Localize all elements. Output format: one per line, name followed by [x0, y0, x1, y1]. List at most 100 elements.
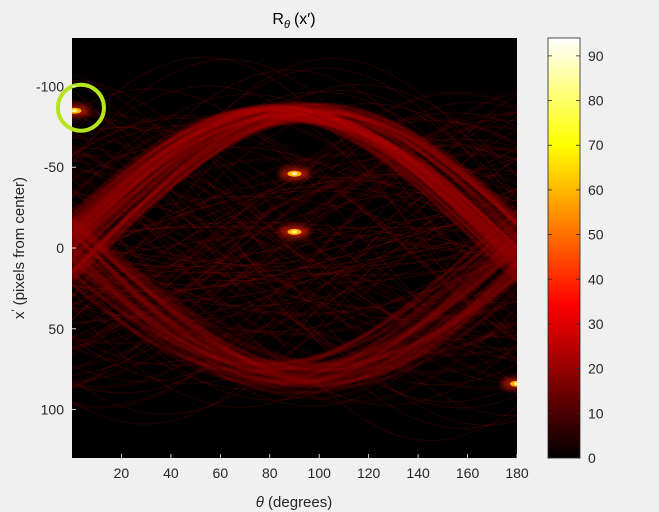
chart-title: Rθ (x′) — [272, 11, 315, 31]
y-axis-label-symbol: x — [11, 311, 28, 319]
sinogram-curve — [72, 235, 517, 267]
sinogram-curve — [72, 85, 517, 341]
colorbar-tick-label: 60 — [588, 182, 604, 198]
sinogram-curve — [72, 228, 517, 399]
y-tick-label: -100 — [36, 78, 64, 94]
sinogram-curve — [72, 187, 517, 403]
x-tick-label: 160 — [456, 465, 480, 481]
sinogram-curve — [72, 131, 517, 386]
sinogram-curve — [72, 113, 517, 383]
sinogram-curve — [72, 127, 517, 363]
sinogram-curve — [72, 149, 517, 356]
colorbar-ticks: 0 10 20 30 40 50 60 70 80 90 — [548, 48, 604, 466]
sinogram-curve — [72, 180, 517, 279]
sinogram-curve — [72, 194, 517, 321]
sinogram-curve — [72, 157, 517, 344]
sinogram-curve — [72, 210, 517, 301]
colorbar-tick-label: 40 — [588, 271, 604, 287]
sinogram-curve — [72, 158, 517, 259]
colorbar-tick-label: 0 — [588, 450, 596, 466]
sinogram-curve — [72, 193, 517, 304]
sinogram-curve — [72, 79, 517, 417]
sinogram-curve — [72, 173, 517, 323]
x-tick-label: 60 — [213, 465, 229, 481]
sinogram-curve — [72, 222, 517, 379]
sinogram-curve — [72, 186, 517, 261]
peak-center — [72, 109, 78, 113]
sinogram-curve — [72, 57, 517, 299]
y-tick-label: 50 — [48, 321, 64, 337]
sinogram-curve — [72, 226, 517, 286]
sinogram-curve — [72, 146, 517, 288]
sinogram-curve — [72, 125, 517, 335]
sinogram-curve — [72, 193, 517, 322]
colorbar — [547, 37, 581, 459]
sinogram-curve — [72, 234, 517, 281]
x-axis-label: θ (degrees) — [256, 494, 333, 511]
sinogram-curve — [72, 148, 517, 365]
y-tick-label: -50 — [44, 159, 64, 175]
sinogram-curve — [72, 166, 517, 314]
x-axis-label-text: (degrees) — [264, 494, 332, 511]
sinogram-curve — [72, 56, 517, 363]
sinogram-curve — [72, 112, 517, 384]
sinogram-curve — [72, 101, 517, 388]
x-tick-label: 80 — [262, 465, 278, 481]
sinogram-curve — [72, 191, 517, 296]
sinogram-curve — [72, 214, 517, 309]
peak-center — [291, 172, 298, 176]
sinogram-curve — [72, 112, 517, 250]
sinogram-curve — [72, 108, 517, 256]
x-axis-ticks: 20 40 60 80 100 120 140 160 180 — [114, 454, 529, 481]
sinogram-curve — [72, 203, 517, 390]
colorbar-tick-label: 80 — [588, 93, 604, 109]
sinogram-curves — [72, 56, 517, 442]
sinogram-curve — [72, 126, 517, 359]
sinogram-curve — [72, 234, 517, 274]
sinogram-curve — [72, 150, 517, 406]
sinogram-curve — [72, 91, 517, 275]
sinogram-curve — [72, 211, 517, 373]
sinogram-curve — [72, 228, 517, 307]
sinogram-curve — [72, 236, 517, 381]
sinogram-curve — [72, 247, 517, 335]
y-axis-label-text: (pixels from center) — [11, 177, 28, 310]
peak-center — [514, 382, 517, 386]
sinogram-curve — [72, 120, 517, 258]
sinogram-curve — [72, 240, 517, 284]
sinogram-curve — [72, 106, 517, 277]
sinogram-curve — [72, 111, 517, 403]
sinogram-curve — [72, 243, 517, 276]
sinogram-curve — [72, 228, 517, 407]
sinogram-curve — [72, 111, 517, 394]
sinogram-curve — [72, 221, 517, 256]
sinogram-curve — [72, 69, 517, 254]
sinogram-curve — [72, 91, 517, 408]
sinogram-curve — [72, 196, 517, 266]
y-tick-label: 0 — [56, 240, 64, 256]
sinogram-curve — [72, 93, 517, 299]
sinogram-curve — [72, 188, 517, 408]
sinogram-curve — [72, 89, 517, 297]
peak-glow — [501, 376, 517, 391]
sinogram-curve — [72, 153, 517, 289]
colorbar-tick-label: 50 — [588, 227, 604, 243]
peak-center — [291, 230, 298, 234]
sinogram-curve — [72, 157, 517, 384]
sinogram-curve — [72, 92, 517, 390]
sinogram-curve — [72, 235, 517, 385]
sinogram-curve — [72, 115, 517, 263]
sinogram-curve — [72, 235, 517, 276]
colorbar-tick-label: 20 — [588, 361, 604, 377]
sinogram-curve — [72, 105, 517, 251]
sinogram-curve — [72, 80, 517, 429]
sinogram-peaks — [72, 103, 517, 391]
sinogram-curve — [72, 173, 517, 295]
sinogram-curve — [72, 154, 517, 338]
sinogram-curve — [72, 242, 517, 314]
sinogram-curve — [72, 200, 517, 371]
sinogram-curve — [72, 242, 517, 316]
sinogram-curve — [72, 88, 517, 385]
sinogram-curve — [72, 179, 517, 370]
sinogram-curve — [72, 245, 517, 378]
